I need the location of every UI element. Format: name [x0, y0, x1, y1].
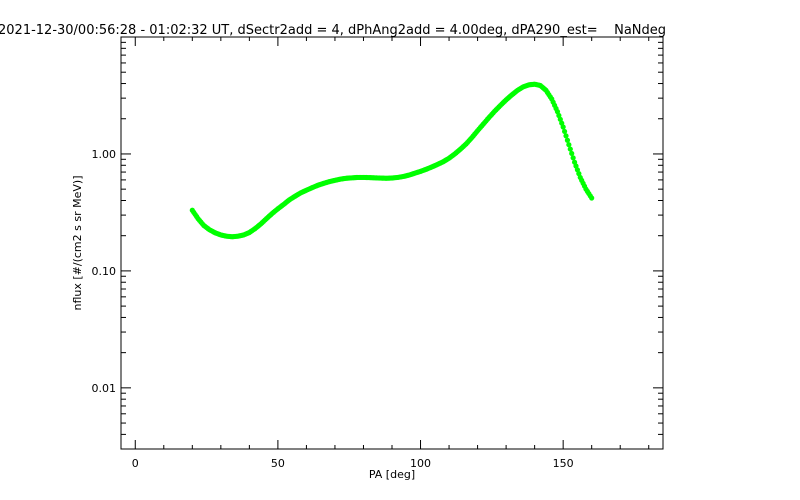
data-point [566, 142, 572, 148]
x-tick-label: 100 [410, 457, 431, 470]
chart-title: 2021-12-30/00:56:28 - 01:02:32 UT, dSect… [0, 23, 666, 38]
data-point [563, 133, 569, 139]
y-tick-label: 0.01 [92, 382, 117, 395]
data-point [570, 155, 576, 161]
data-point [561, 128, 568, 135]
data-point [569, 150, 575, 157]
y-axis-label: nflux [#/(cm2 s sr MeV)] [71, 176, 84, 311]
y-tick-label: 0.10 [92, 265, 117, 278]
data-point [564, 137, 571, 143]
x-tick-label: 0 [132, 457, 139, 470]
data-point [560, 124, 566, 130]
y-tick-label: 1.00 [92, 148, 117, 161]
x-tick-label: 150 [553, 457, 574, 470]
plot-frame [120, 36, 664, 450]
x-tick-label: 50 [271, 457, 285, 470]
data-point [567, 146, 573, 152]
data-markers [189, 81, 595, 240]
axes: 0 50 100 150 0.01 0.10 1.00 [92, 37, 663, 470]
data-point [589, 195, 595, 201]
x-axis-label: PA [deg] [369, 468, 415, 481]
